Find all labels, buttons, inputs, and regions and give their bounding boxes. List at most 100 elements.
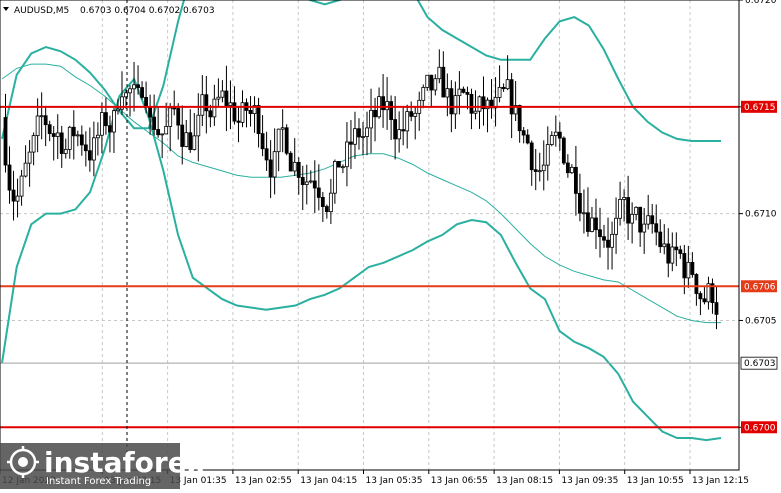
- candle-body: [124, 92, 128, 98]
- x-tick-label: 13 Jan 05:35: [366, 476, 423, 486]
- candle: [260, 115, 265, 157]
- candle-body: [517, 105, 522, 132]
- candle: [646, 194, 651, 230]
- candle-body: [565, 162, 570, 174]
- candle: [714, 287, 719, 330]
- candle: [373, 97, 377, 142]
- candle: [557, 122, 562, 151]
- candle: [75, 130, 80, 147]
- candle: [461, 86, 466, 94]
- symbol-label: AUDUSD,M5: [14, 6, 69, 16]
- candle-body: [112, 110, 116, 133]
- candle: [670, 232, 675, 272]
- candle-body: [533, 169, 538, 172]
- candle: [405, 104, 410, 149]
- candle-body: [120, 96, 124, 110]
- candle: [220, 80, 225, 103]
- candle: [690, 252, 695, 278]
- candle-body: [100, 112, 104, 136]
- candle-body: [686, 261, 691, 279]
- candle: [312, 160, 317, 213]
- candle-body: [228, 102, 233, 107]
- candle: [602, 224, 606, 248]
- candle: [83, 131, 88, 167]
- candle-body: [108, 125, 112, 133]
- candle: [501, 83, 506, 92]
- candle: [626, 175, 631, 240]
- candle: [192, 112, 197, 151]
- candle-body: [493, 96, 498, 109]
- candle-body: [397, 129, 402, 140]
- candle: [156, 106, 161, 138]
- candle: [650, 203, 655, 234]
- candle-body: [618, 199, 622, 219]
- candle: [87, 127, 92, 172]
- candle: [477, 95, 482, 129]
- candle: [349, 120, 353, 169]
- candle-body: [469, 93, 474, 114]
- candle: [662, 224, 667, 255]
- collapse-triangle-icon[interactable]: [3, 7, 9, 11]
- candle: [160, 133, 165, 159]
- candle: [11, 170, 16, 221]
- candle: [292, 138, 297, 176]
- candle-body: [35, 115, 40, 137]
- candle-body: [674, 246, 679, 251]
- candle-body: [706, 283, 711, 303]
- candle: [533, 148, 538, 191]
- candle-body: [509, 79, 514, 115]
- candle: [565, 154, 570, 178]
- candle-body: [413, 112, 418, 117]
- candle: [39, 92, 44, 140]
- candle-body: [316, 187, 321, 198]
- candle: [618, 181, 622, 226]
- candle-body: [529, 142, 534, 171]
- candle: [541, 140, 546, 191]
- candle-body: [537, 170, 542, 173]
- candle: [610, 221, 614, 270]
- candle-body: [236, 120, 241, 123]
- candle-body: [521, 130, 526, 136]
- candle-body: [477, 96, 482, 112]
- candle: [481, 76, 486, 126]
- price-axis[interactable]: 0.67200.67150.67100.67050.67000.67150.67…: [739, 0, 778, 434]
- candle-body: [389, 101, 394, 120]
- candle-body: [284, 127, 289, 154]
- candle-body: [590, 217, 594, 232]
- candle: [280, 109, 285, 153]
- candle: [152, 94, 157, 136]
- candle: [573, 145, 578, 216]
- candle-body: [264, 148, 269, 161]
- candle: [336, 161, 341, 168]
- candle: [79, 125, 84, 156]
- candle-body: [320, 197, 325, 207]
- candle-body: [489, 99, 494, 109]
- candle: [401, 107, 406, 146]
- candle: [332, 159, 337, 204]
- candle-body: [288, 152, 293, 172]
- candle: [521, 127, 526, 144]
- x-tick-label: 13 Jan 01:35: [170, 476, 227, 486]
- candle-body: [682, 253, 687, 279]
- y-tick-label: 0.6720: [745, 0, 777, 6]
- candle-body: [449, 88, 454, 115]
- candle: [497, 65, 502, 103]
- candle-body: [646, 215, 651, 225]
- candle: [666, 228, 671, 278]
- candle: [31, 132, 36, 166]
- candle-body: [27, 151, 32, 164]
- candle-body: [252, 105, 257, 115]
- candle-body: [95, 134, 100, 139]
- watermark-tagline: Instant Forex Trading: [46, 476, 151, 487]
- candle: [694, 273, 699, 306]
- candle-body: [373, 109, 377, 118]
- candle: [409, 101, 414, 122]
- candle: [228, 80, 233, 130]
- candle-body: [437, 66, 442, 80]
- candle-body: [662, 243, 667, 248]
- candle: [469, 88, 474, 130]
- symbol-header: AUDUSD,M5 0.6703 0.6704 0.6702 0.6703: [3, 6, 215, 16]
